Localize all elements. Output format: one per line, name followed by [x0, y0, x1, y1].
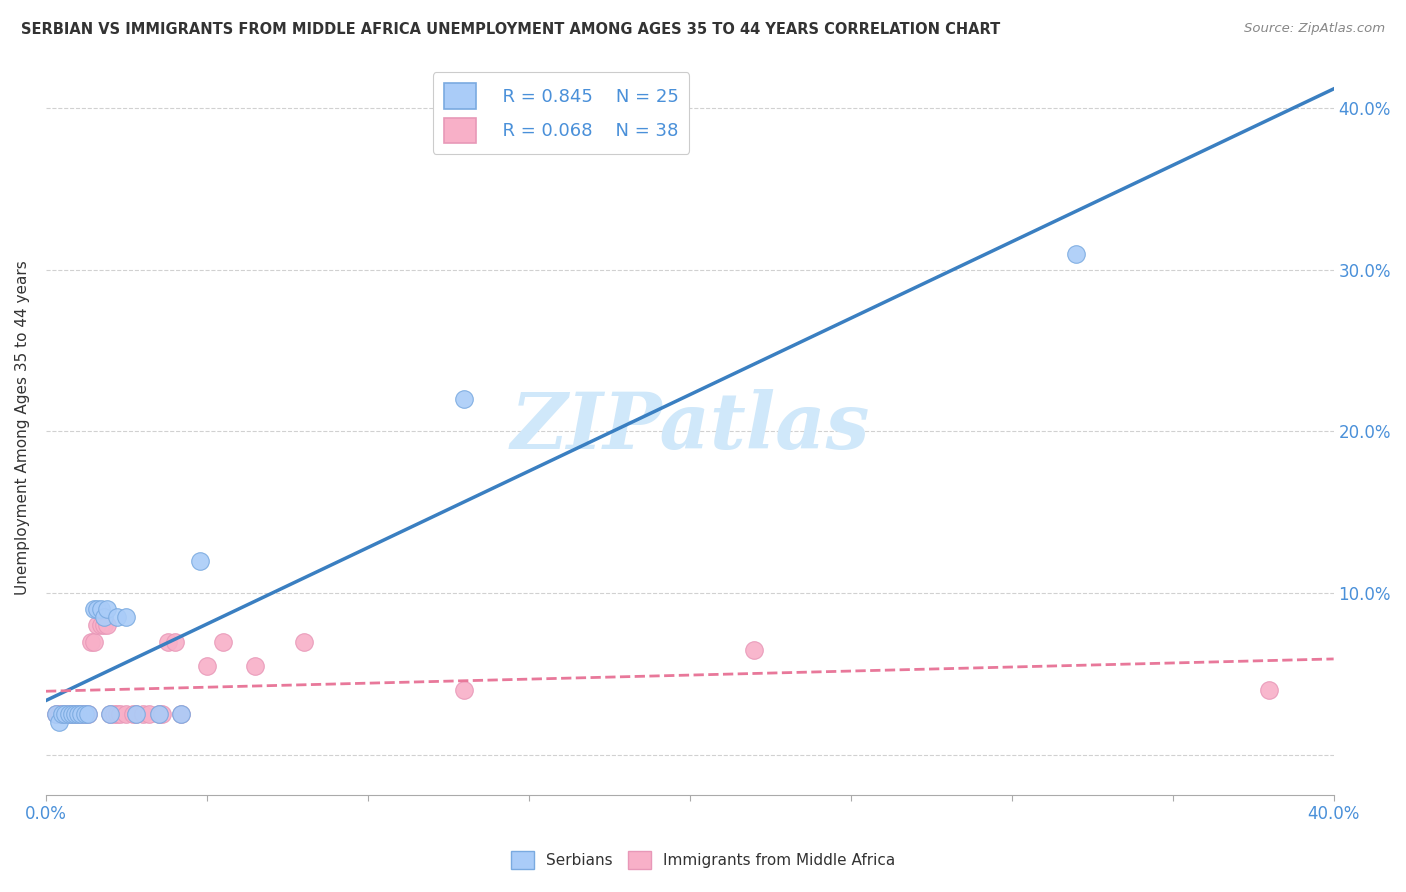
- Point: [96, 602, 118, 616]
- Point: [115, 610, 138, 624]
- Point: [138, 707, 160, 722]
- Point: [80, 634, 103, 648]
- Point: [67, 707, 90, 722]
- Point: [70, 707, 93, 722]
- Point: [58, 707, 80, 722]
- Point: [48, 715, 70, 730]
- Point: [453, 392, 475, 406]
- Point: [45, 707, 67, 722]
- Point: [125, 707, 148, 722]
- Point: [1258, 683, 1281, 698]
- Point: [51, 707, 73, 722]
- Point: [98, 707, 121, 722]
- Point: [195, 658, 218, 673]
- Point: [131, 707, 153, 722]
- Point: [150, 707, 173, 722]
- Text: SERBIAN VS IMMIGRANTS FROM MIDDLE AFRICA UNEMPLOYMENT AMONG AGES 35 TO 44 YEARS : SERBIAN VS IMMIGRANTS FROM MIDDLE AFRICA…: [21, 22, 1000, 37]
- Point: [60, 707, 83, 722]
- Point: [63, 707, 86, 722]
- Legend: Serbians, Immigrants from Middle Africa: Serbians, Immigrants from Middle Africa: [505, 845, 901, 875]
- Point: [51, 707, 73, 722]
- Point: [76, 707, 98, 722]
- Point: [245, 658, 267, 673]
- Point: [453, 683, 475, 698]
- Point: [86, 618, 108, 632]
- Point: [58, 707, 80, 722]
- Point: [212, 634, 235, 648]
- Legend:   R = 0.845    N = 25,   R = 0.068    N = 38: R = 0.845 N = 25, R = 0.068 N = 38: [433, 72, 689, 154]
- Point: [742, 642, 765, 657]
- Point: [93, 618, 115, 632]
- Point: [90, 618, 112, 632]
- Y-axis label: Unemployment Among Ages 35 to 44 years: Unemployment Among Ages 35 to 44 years: [15, 260, 30, 595]
- Point: [45, 707, 67, 722]
- Point: [105, 610, 128, 624]
- Point: [86, 602, 108, 616]
- Point: [60, 707, 83, 722]
- Point: [67, 707, 90, 722]
- Point: [73, 707, 96, 722]
- Point: [157, 634, 180, 648]
- Point: [83, 634, 105, 648]
- Text: ZIPatlas: ZIPatlas: [510, 389, 869, 466]
- Point: [122, 707, 145, 722]
- Point: [76, 707, 98, 722]
- Point: [103, 707, 125, 722]
- Point: [170, 707, 193, 722]
- Point: [105, 707, 128, 722]
- Point: [148, 707, 170, 722]
- Point: [108, 707, 131, 722]
- Point: [292, 634, 315, 648]
- Point: [125, 707, 148, 722]
- Point: [63, 707, 86, 722]
- Point: [148, 707, 170, 722]
- Point: [163, 634, 186, 648]
- Point: [73, 707, 96, 722]
- Point: [96, 618, 118, 632]
- Point: [190, 554, 212, 568]
- Point: [48, 707, 70, 722]
- Point: [98, 707, 121, 722]
- Point: [1064, 246, 1087, 260]
- Point: [83, 602, 105, 616]
- Point: [90, 602, 112, 616]
- Point: [70, 707, 93, 722]
- Point: [115, 707, 138, 722]
- Point: [170, 707, 193, 722]
- Point: [93, 610, 115, 624]
- Text: Source: ZipAtlas.com: Source: ZipAtlas.com: [1244, 22, 1385, 36]
- Point: [53, 707, 76, 722]
- Point: [53, 707, 76, 722]
